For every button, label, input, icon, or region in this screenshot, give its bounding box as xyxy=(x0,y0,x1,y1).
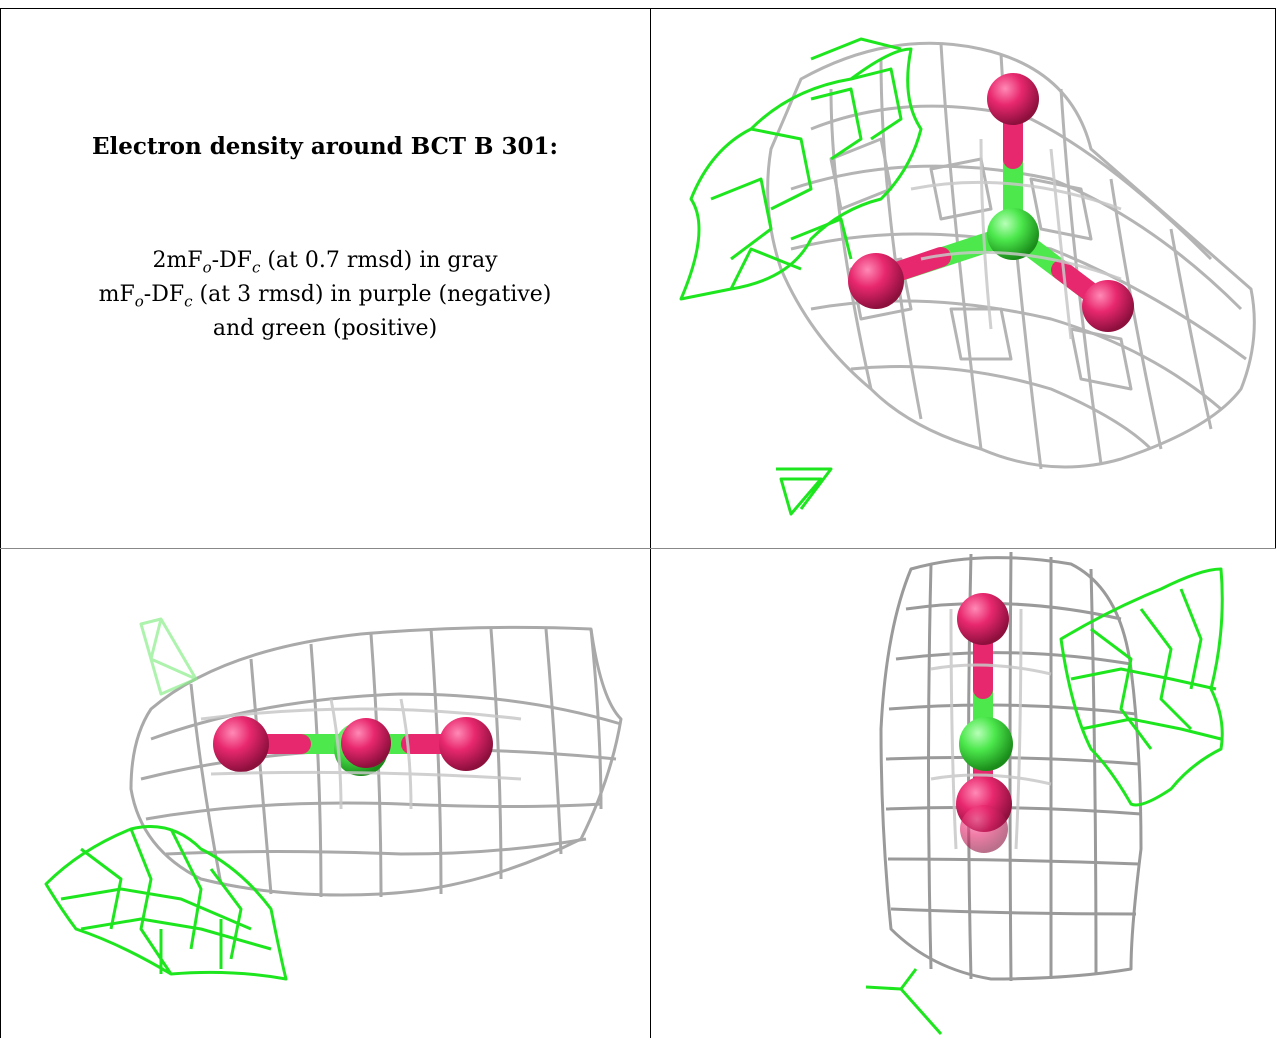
molecule-atoms xyxy=(213,716,493,776)
density-render-top-right xyxy=(679,37,1256,516)
description-line-3: and green (positive) xyxy=(212,316,438,341)
molecule-bonds xyxy=(866,84,1116,314)
description-line-2: mFo-DFc (at 3 rmsd) in purple (negative) xyxy=(98,282,552,311)
green-mesh xyxy=(865,567,1224,1035)
density-render-bottom-right xyxy=(865,551,1224,1035)
figure-description: 2mFo-DFc (at 0.7 rmsd) in gray mFo-DFc (… xyxy=(0,244,650,346)
view-top-right xyxy=(651,9,1275,548)
frame-middle-vertical xyxy=(650,8,651,1038)
view-bottom-left xyxy=(1,549,650,1038)
view-bottom-right xyxy=(651,549,1275,1038)
caption-panel: Electron density around BCT B 301: 2mFo-… xyxy=(0,0,650,548)
density-render-bottom-left xyxy=(44,617,623,981)
molecule-atoms xyxy=(956,593,1013,853)
description-line-1: 2mFo-DFc (at 0.7 rmsd) in gray xyxy=(152,248,498,277)
frame-middle-horizontal xyxy=(0,548,1276,549)
frame-top xyxy=(0,8,1276,9)
green-mesh xyxy=(679,37,923,516)
green-mesh xyxy=(44,825,288,981)
molecule-atoms xyxy=(848,73,1134,332)
light-green-mesh xyxy=(139,617,198,696)
frame-left xyxy=(0,8,1,1038)
figure-title: Electron density around BCT B 301: xyxy=(92,133,558,160)
